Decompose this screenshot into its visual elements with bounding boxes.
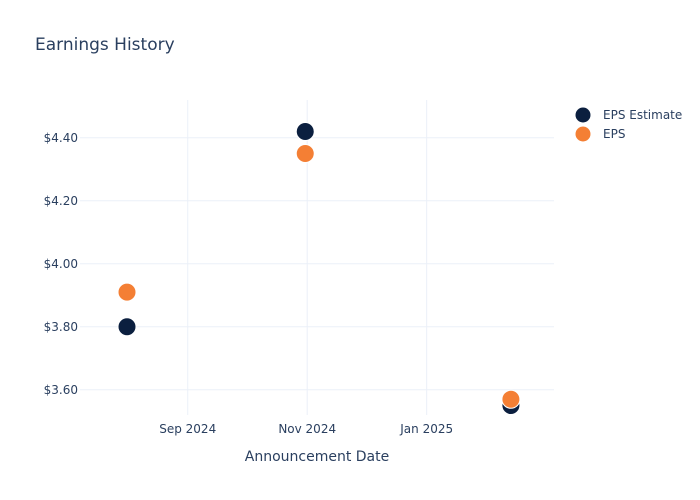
legend-item[interactable]: EPS (575, 126, 626, 142)
legend[interactable]: EPS Estimate EPS (575, 107, 683, 142)
data-point[interactable] (295, 122, 315, 141)
y-tick-label: $4.20 (44, 194, 78, 208)
data-point[interactable] (501, 389, 521, 409)
y-tick-label: $4.00 (44, 257, 78, 271)
series-1 (117, 144, 521, 409)
x-tick-label: Sep 2024 (159, 422, 216, 436)
legend-marker (575, 107, 591, 123)
legend-label: EPS (603, 127, 625, 141)
data-point[interactable] (117, 282, 137, 302)
x-axis-ticks: Sep 2024 Nov 2024 Jan 2025 (159, 422, 453, 436)
y-tick-label: $4.40 (44, 131, 78, 145)
data-point[interactable] (295, 144, 315, 164)
series-0 (117, 122, 521, 416)
legend-marker (575, 126, 591, 142)
x-tick-label: Jan 2025 (399, 422, 453, 436)
x-axis-title: Announcement Date (245, 449, 389, 465)
y-tick-label: $3.80 (44, 320, 78, 334)
data-point[interactable] (117, 317, 137, 337)
gridlines (80, 100, 554, 415)
legend-item[interactable]: EPS Estimate (575, 107, 683, 123)
y-tick-label: $3.60 (44, 383, 78, 397)
chart-title: Earnings History (35, 35, 175, 55)
x-tick-label: Nov 2024 (278, 422, 336, 436)
data-points (117, 122, 521, 416)
legend-label: EPS Estimate (603, 108, 682, 122)
y-axis-ticks: $3.60 $3.80 $4.00 $4.20 $4.40 (44, 131, 78, 397)
